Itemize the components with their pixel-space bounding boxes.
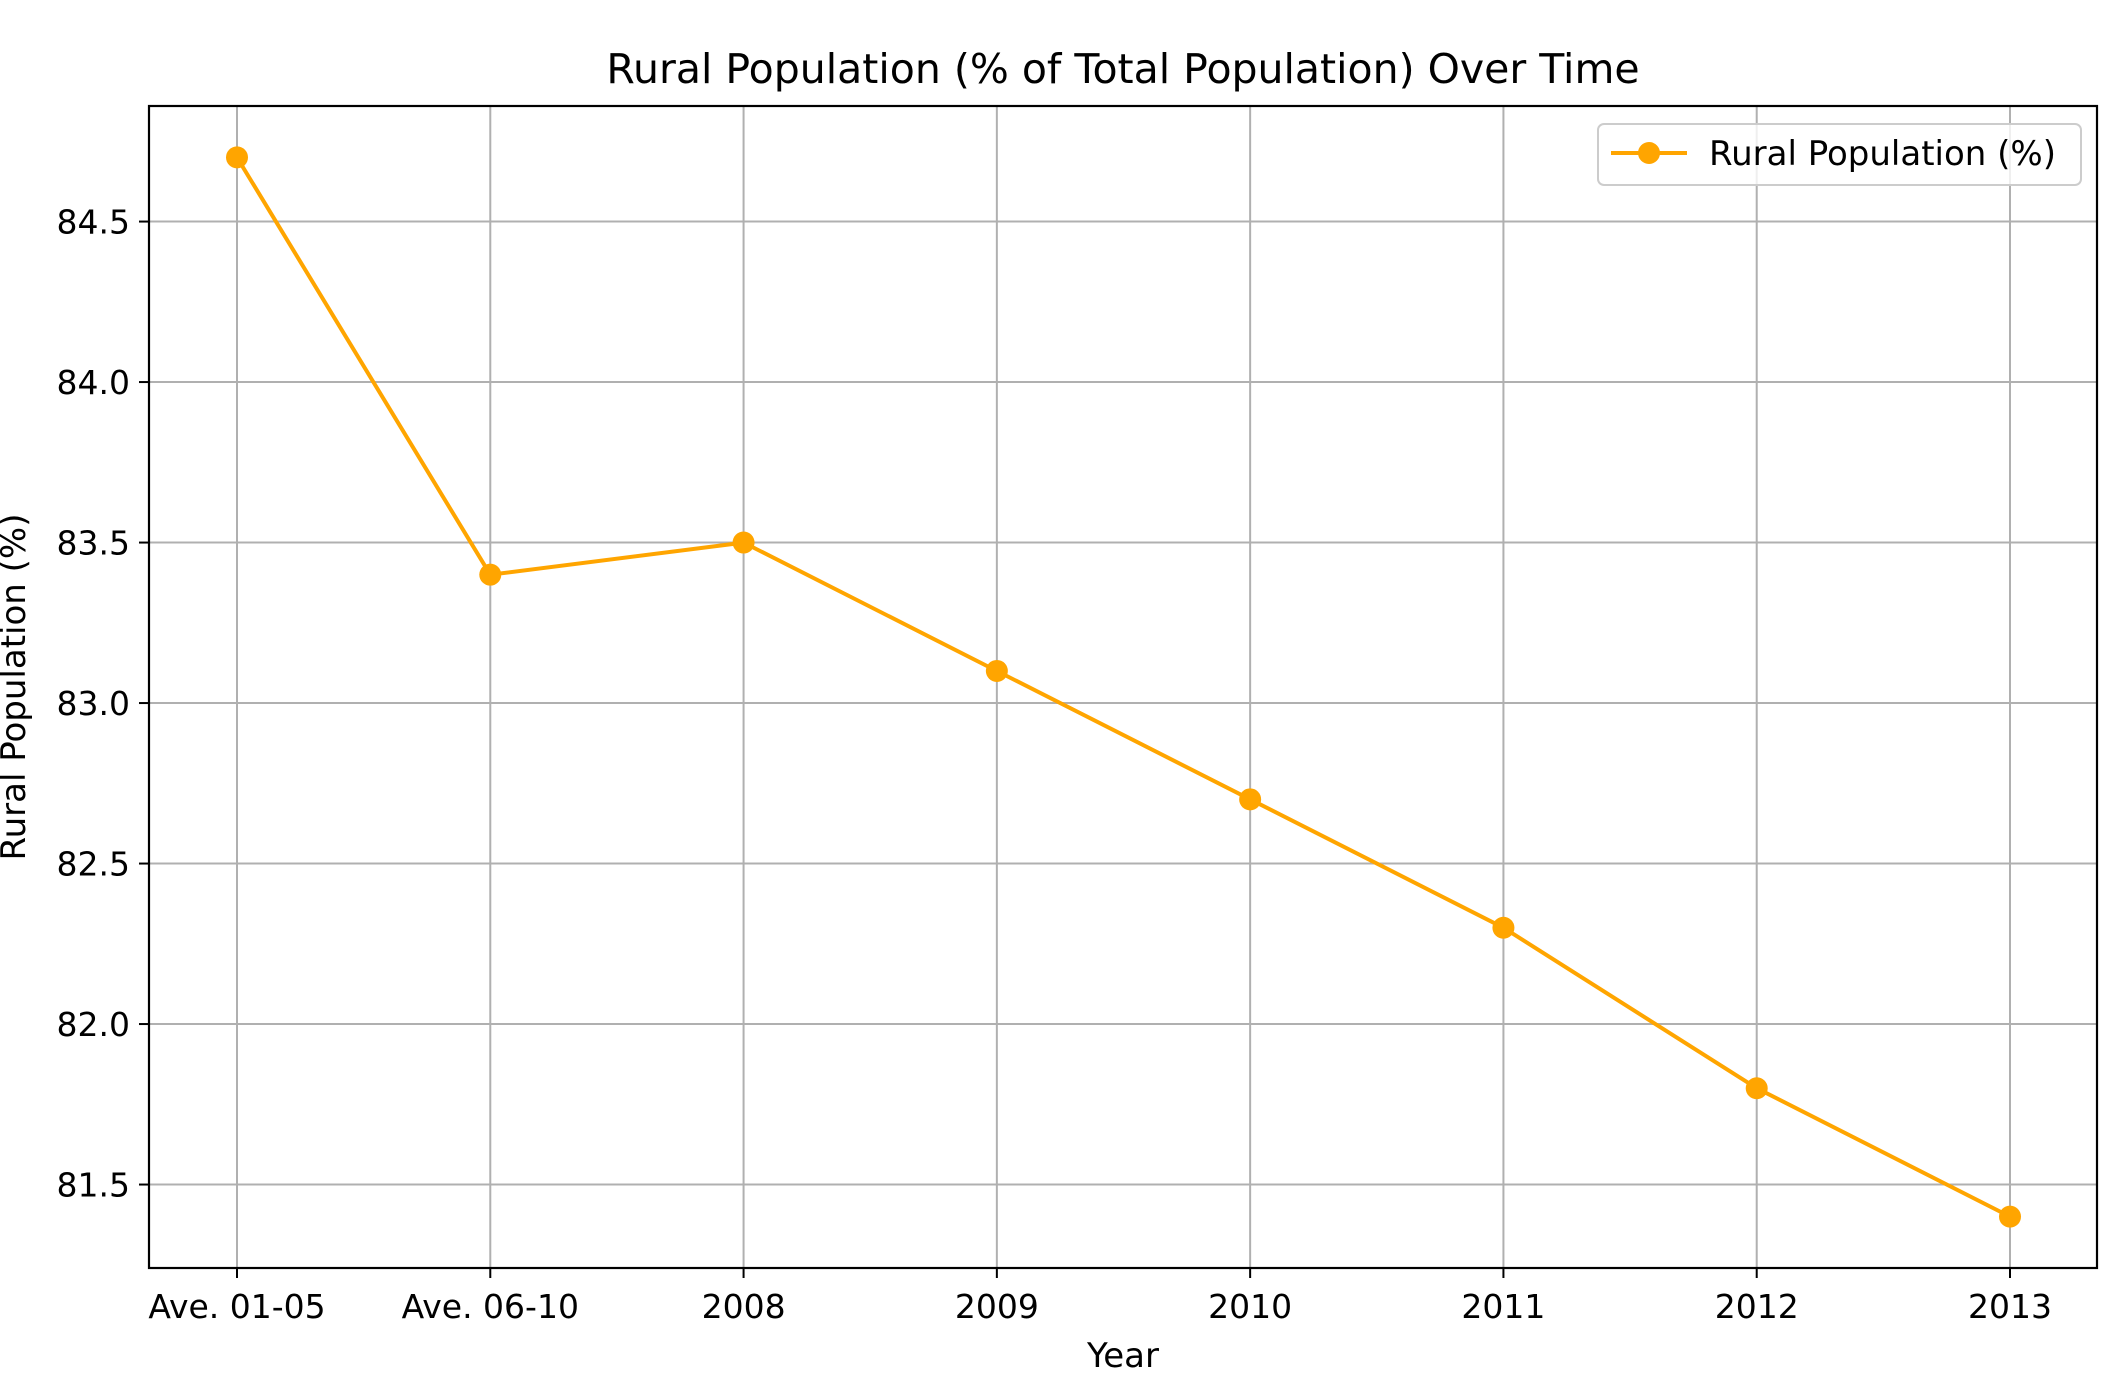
x-tick-label: 2008 xyxy=(702,1287,786,1326)
x-axis-ticks: Ave. 01-05 Ave. 06-10 2008 2009 2010 2011 2012… xyxy=(148,1268,2052,1326)
data-point-2011 xyxy=(1492,916,1515,939)
legend: Rural Population (%) xyxy=(1597,123,2082,186)
y-tick-label: 83.0 xyxy=(57,684,130,723)
legend-marker-sample xyxy=(1638,142,1660,164)
grid xyxy=(149,106,2097,1268)
x-tick-label: 2011 xyxy=(1461,1287,1545,1326)
y-tick-label: 83.5 xyxy=(57,524,130,563)
data-point-ave-06-10 xyxy=(479,563,502,586)
y-axis-ticks: 81.5 82.0 82.5 83.0 83.5 84.0 84.5 xyxy=(57,203,149,1205)
x-tick-label: 2012 xyxy=(1715,1287,1799,1326)
x-tick-label: Ave. 06-10 xyxy=(402,1287,579,1326)
data-point-2012 xyxy=(1745,1077,1768,1100)
y-tick-label: 82.0 xyxy=(57,1005,130,1044)
x-tick-label: Ave. 01-05 xyxy=(148,1287,325,1326)
plot-frame xyxy=(147,104,2099,1270)
x-axis-label: Year xyxy=(1086,1336,1159,1376)
x-tick-label: 2013 xyxy=(1968,1287,2052,1326)
data-point-2008 xyxy=(732,531,755,554)
data-point-2009 xyxy=(985,659,1008,682)
data-point-ave-01-05 xyxy=(226,146,248,169)
x-tick-label: 2009 xyxy=(955,1287,1039,1326)
data-point-2010 xyxy=(1239,788,1262,811)
series-line xyxy=(235,155,2012,1219)
x-tick-label: 2010 xyxy=(1208,1287,1292,1326)
data-point-2013 xyxy=(1999,1205,2021,1228)
legend-box xyxy=(1597,123,2082,186)
y-tick-label: 82.5 xyxy=(57,845,130,884)
y-tick-label: 81.5 xyxy=(57,1166,130,1205)
y-tick-label: 84.5 xyxy=(57,203,130,242)
y-axis-label: Rural Population (%) xyxy=(0,514,34,861)
series-layer xyxy=(226,146,2021,1228)
chart-title: Rural Population (% of Total Population)… xyxy=(606,45,1639,93)
legend-entry-label: Rural Population (%) xyxy=(1709,134,2056,174)
y-tick-label: 84.0 xyxy=(57,363,130,402)
